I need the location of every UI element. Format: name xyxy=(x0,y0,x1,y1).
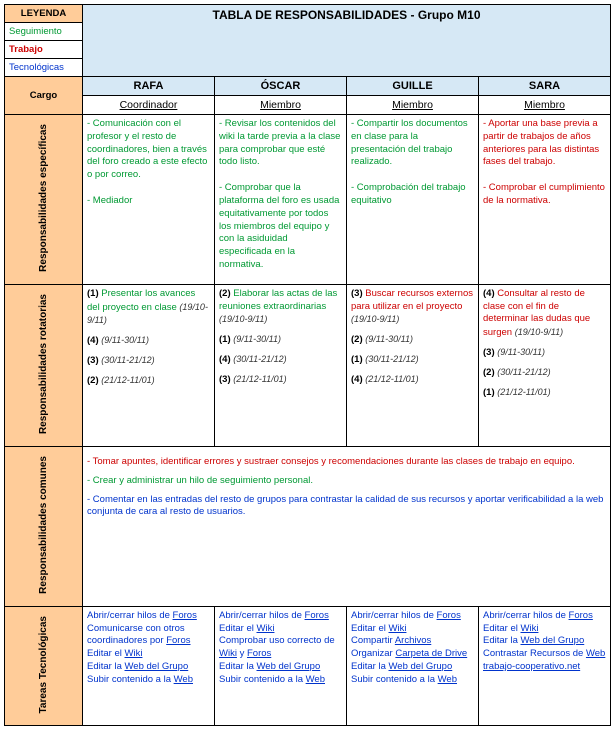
common-cell: - Tomar apuntes, identificar errores y s… xyxy=(83,446,611,606)
member-header-2: GUILLE xyxy=(347,77,479,96)
row-rotating-label: Responsabilidades rotatorias xyxy=(5,284,83,446)
rotating-cell-2: (3) Buscar recursos externos para utiliz… xyxy=(347,284,479,446)
legend-tecnologicas: Tecnológicas xyxy=(5,59,83,77)
tech-cell-1: Abrir/cerrar hilos de ForosEditar el Wik… xyxy=(215,606,347,725)
member-header-0: RAFA xyxy=(83,77,215,96)
specific-cell-2: - Compartir los documentos en clase para… xyxy=(347,115,479,285)
specific-cell-1: - Revisar los contenidos del wiki la tar… xyxy=(215,115,347,285)
responsibility-table: LEYENDA TABLA DE RESPONSABILIDADES - Gru… xyxy=(4,4,611,726)
legend-header: LEYENDA xyxy=(5,5,83,23)
table-title: TABLA DE RESPONSABILIDADES - Grupo M10 xyxy=(83,5,611,77)
cargo-value-1: Miembro xyxy=(215,96,347,115)
rotating-cell-0: (1) Presentar los avances del proyecto e… xyxy=(83,284,215,446)
rotating-cell-1: (2) Elaborar las actas de las reuniones … xyxy=(215,284,347,446)
cargo-value-2: Miembro xyxy=(347,96,479,115)
cargo-label: Cargo xyxy=(5,77,83,115)
row-common-label: Responsabilidades comunes xyxy=(5,446,83,606)
specific-cell-3: - Aportar una base previa a partir de tr… xyxy=(479,115,611,285)
member-header-3: SARA xyxy=(479,77,611,96)
legend-seguimiento: Seguimiento xyxy=(5,23,83,41)
tech-cell-0: Abrir/cerrar hilos de ForosComunicarse c… xyxy=(83,606,215,725)
cargo-value-0: Coordinador xyxy=(83,96,215,115)
row-tech-label: Tareas Tecnológicas xyxy=(5,606,83,725)
tech-cell-3: Abrir/cerrar hilos de ForosEditar el Wik… xyxy=(479,606,611,725)
row-specific-label: Responsabilidades específicas xyxy=(5,115,83,285)
tech-cell-2: Abrir/cerrar hilos de ForosEditar el Wik… xyxy=(347,606,479,725)
rotating-cell-3: (4) Consultar al resto de clase con el f… xyxy=(479,284,611,446)
specific-cell-0: - Comunicación con el profesor y el rest… xyxy=(83,115,215,285)
legend-trabajo: Trabajo xyxy=(5,41,83,59)
cargo-value-3: Miembro xyxy=(479,96,611,115)
member-header-1: ÓSCAR xyxy=(215,77,347,96)
